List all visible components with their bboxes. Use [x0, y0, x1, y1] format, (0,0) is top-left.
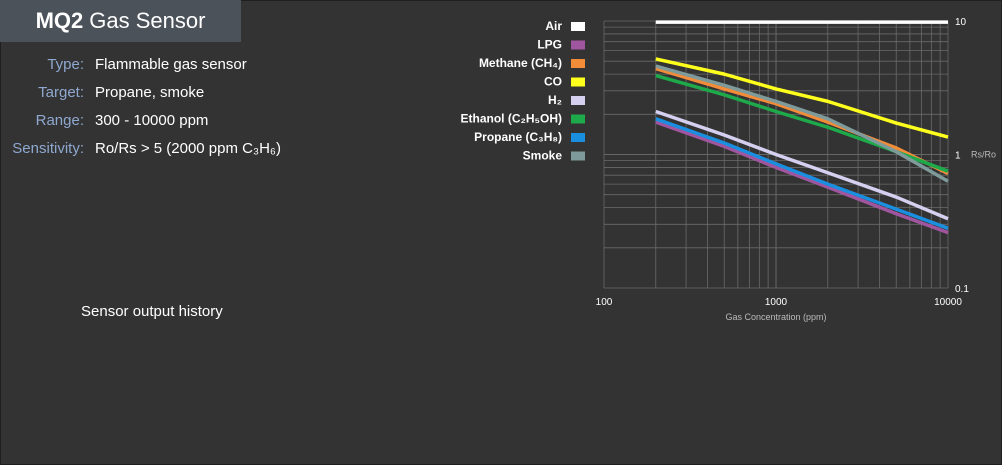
- spec-key: Sensitivity:: [12, 140, 84, 157]
- legend-label: LPG: [537, 38, 562, 52]
- y-tick-label: 10: [955, 17, 967, 28]
- series-line-4: [655, 109, 949, 221]
- legend-swatch: [571, 151, 585, 161]
- series-line-7: [655, 64, 949, 183]
- chart-axes: 100 1000 10000 10 1 0.1 Gas Concentration (ppm…: [596, 17, 996, 322]
- spec-value: 300 - 10000 ppm: [95, 112, 209, 129]
- spec-value: Ro/Rs > 5 (2000 ppm C₃H₆): [95, 140, 281, 157]
- history-label: Sensor output history: [81, 303, 223, 320]
- legend-label: H₂: [548, 93, 562, 107]
- legend-label: Methane (CH₄): [479, 56, 562, 70]
- series-line-2: [655, 66, 949, 176]
- x-tick-label: 1000: [765, 297, 788, 308]
- legend-swatch: [571, 114, 585, 124]
- title-rest: Gas Sensor: [89, 8, 206, 33]
- x-tick-label: 100: [596, 297, 613, 308]
- legend-label: Smoke: [523, 149, 563, 163]
- series-line-6: [655, 117, 949, 230]
- legend-label: CO: [544, 75, 562, 89]
- spec-key: Target:: [38, 84, 84, 101]
- spec-value: Flammable gas sensor: [95, 56, 247, 73]
- spec-key: Range:: [35, 112, 84, 129]
- y-tick-label: 0.1: [955, 284, 969, 295]
- legend-swatch: [571, 77, 585, 87]
- x-axis-title: Gas Concentration (ppm): [725, 312, 826, 322]
- x-tick-label: 10000: [934, 297, 962, 308]
- legend-swatch: [571, 40, 585, 50]
- legend-swatch: [571, 22, 585, 31]
- legend-swatch: [571, 96, 585, 105]
- legend-label: Ethanol (C₂H₅OH): [461, 112, 563, 126]
- title-bold: MQ2: [35, 8, 84, 33]
- series-line-1: [655, 120, 949, 235]
- legend-swatch: [571, 59, 585, 68]
- legend-label: Air: [545, 19, 562, 33]
- legend-label: Propane (C₃H₈): [474, 130, 562, 144]
- spec-value: Propane, smoke: [95, 84, 205, 101]
- legend-swatch: [571, 133, 585, 142]
- chart-legend: Air LPG Methane (CH₄) CO H₂ Ethanol (C₂H₅OH) P…: [461, 19, 585, 163]
- y-axis-title: Rs/Ro: [971, 150, 996, 160]
- chart-lines: [655, 20, 949, 235]
- sensor-title: MQ2 Gas Sensor: [0, 0, 241, 42]
- series-line-3: [655, 57, 949, 139]
- spec-key: Type:: [47, 56, 84, 73]
- y-tick-label: 1: [955, 151, 961, 162]
